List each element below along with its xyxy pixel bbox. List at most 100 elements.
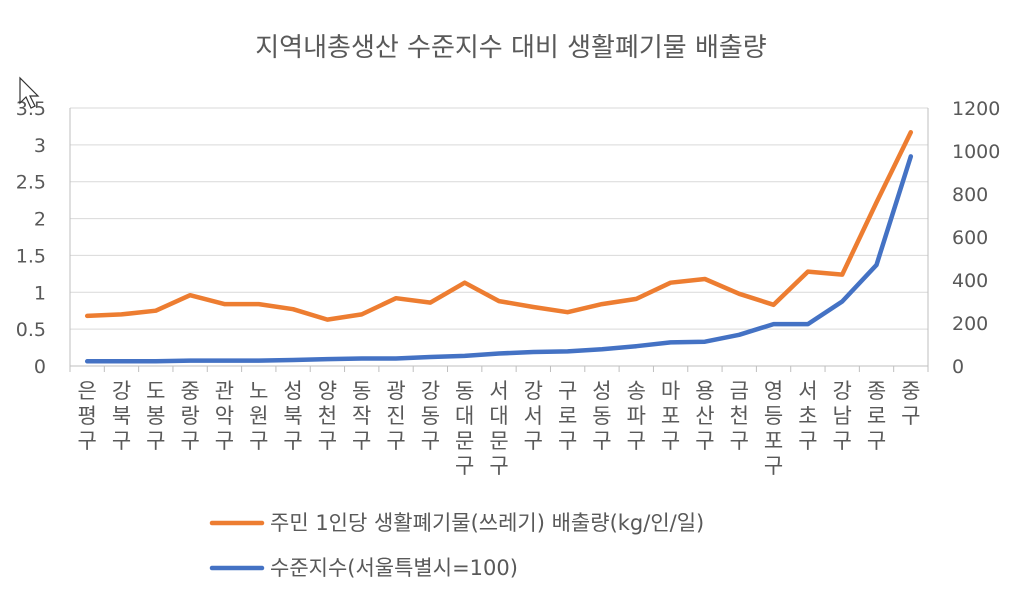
data-point-index	[119, 359, 123, 363]
data-point-waste	[874, 200, 878, 204]
mouse-cursor-icon	[19, 76, 40, 109]
series-layer	[84, 130, 914, 364]
data-point-index	[85, 359, 89, 363]
data-point-waste	[668, 281, 672, 285]
category-axis: 은 평 구 강 북 구 도 봉 구 중 랑 구 관 악 구 노 원 구 성 북 구 양 천 구 동 작 구 광 진 구 강 동 구 동 대 문 구 서 대 문…	[69, 365, 929, 478]
data-point-index	[462, 354, 466, 358]
right-tick-label: 0	[952, 356, 964, 378]
data-point-waste	[291, 307, 295, 311]
data-point-waste	[119, 312, 123, 316]
legend: 주민 1인당 생활폐기물(쓰레기) 배출량(kg/인/일) 수준지수(서울특별시=…	[209, 511, 704, 580]
data-point-waste	[325, 317, 329, 321]
data-point-index	[840, 299, 844, 303]
data-point-waste	[188, 293, 192, 297]
data-point-waste	[428, 300, 432, 304]
data-point-waste	[257, 302, 261, 306]
data-point-waste	[806, 269, 810, 273]
data-point-waste	[565, 310, 569, 314]
data-point-waste	[600, 302, 604, 306]
data-point-waste	[394, 296, 398, 300]
data-point-waste	[360, 312, 364, 316]
data-point-index	[806, 322, 810, 326]
grid-layer	[70, 107, 928, 330]
data-point-waste	[462, 281, 466, 285]
data-point-waste	[154, 309, 158, 313]
data-point-waste	[840, 272, 844, 276]
data-point-waste	[909, 130, 913, 134]
data-point-waste	[634, 297, 638, 301]
data-point-index	[222, 358, 226, 362]
data-point-index	[703, 340, 707, 344]
left-tick-label: 1.5	[16, 245, 46, 267]
legend-label-waste: 주민 1인당 생활폐기물(쓰레기) 배출량(kg/인/일)	[270, 511, 704, 535]
data-point-index	[257, 358, 261, 362]
right-tick-label: 600	[952, 227, 988, 249]
legend-label-index: 수준지수(서울특별시=100)	[270, 556, 518, 580]
left-tick-label: 0.5	[16, 319, 46, 341]
left-tick-label: 2	[34, 209, 46, 231]
data-point-index	[600, 347, 604, 351]
data-point-waste	[531, 305, 535, 309]
left-tick-label: 3.5	[16, 98, 46, 120]
data-point-index	[909, 154, 913, 158]
data-point-index	[325, 357, 329, 361]
data-point-waste	[771, 303, 775, 307]
data-point-index	[394, 356, 398, 360]
right-tick-label: 1200	[952, 98, 1000, 120]
right-tick-label: 1000	[952, 141, 1000, 163]
data-point-index	[360, 356, 364, 360]
data-point-waste	[85, 314, 89, 318]
left-tick-label: 2.5	[16, 172, 46, 194]
series-line-index	[84, 154, 914, 364]
data-point-waste	[222, 302, 226, 306]
data-point-index	[497, 351, 501, 355]
left-tick-label: 3	[34, 135, 46, 157]
data-point-waste	[737, 292, 741, 296]
left-tick-label: 1	[34, 282, 46, 304]
data-point-index	[771, 322, 775, 326]
data-point-index	[737, 333, 741, 337]
right-tick-label: 800	[952, 184, 988, 206]
data-point-index	[188, 358, 192, 362]
data-point-index	[634, 344, 638, 348]
data-point-index	[531, 350, 535, 354]
right-axis: 0 200 400 600 800 1000 1200	[927, 98, 1000, 378]
data-point-index	[668, 340, 672, 344]
data-point-index	[565, 349, 569, 353]
right-tick-label: 200	[952, 313, 988, 335]
data-point-index	[154, 359, 158, 363]
right-tick-label: 400	[952, 270, 988, 292]
data-point-index	[291, 358, 295, 362]
data-point-index	[874, 263, 878, 267]
data-point-waste	[703, 277, 707, 281]
series-line-waste	[84, 130, 914, 322]
data-point-waste	[497, 299, 501, 303]
left-tick-label: 0	[34, 356, 46, 378]
